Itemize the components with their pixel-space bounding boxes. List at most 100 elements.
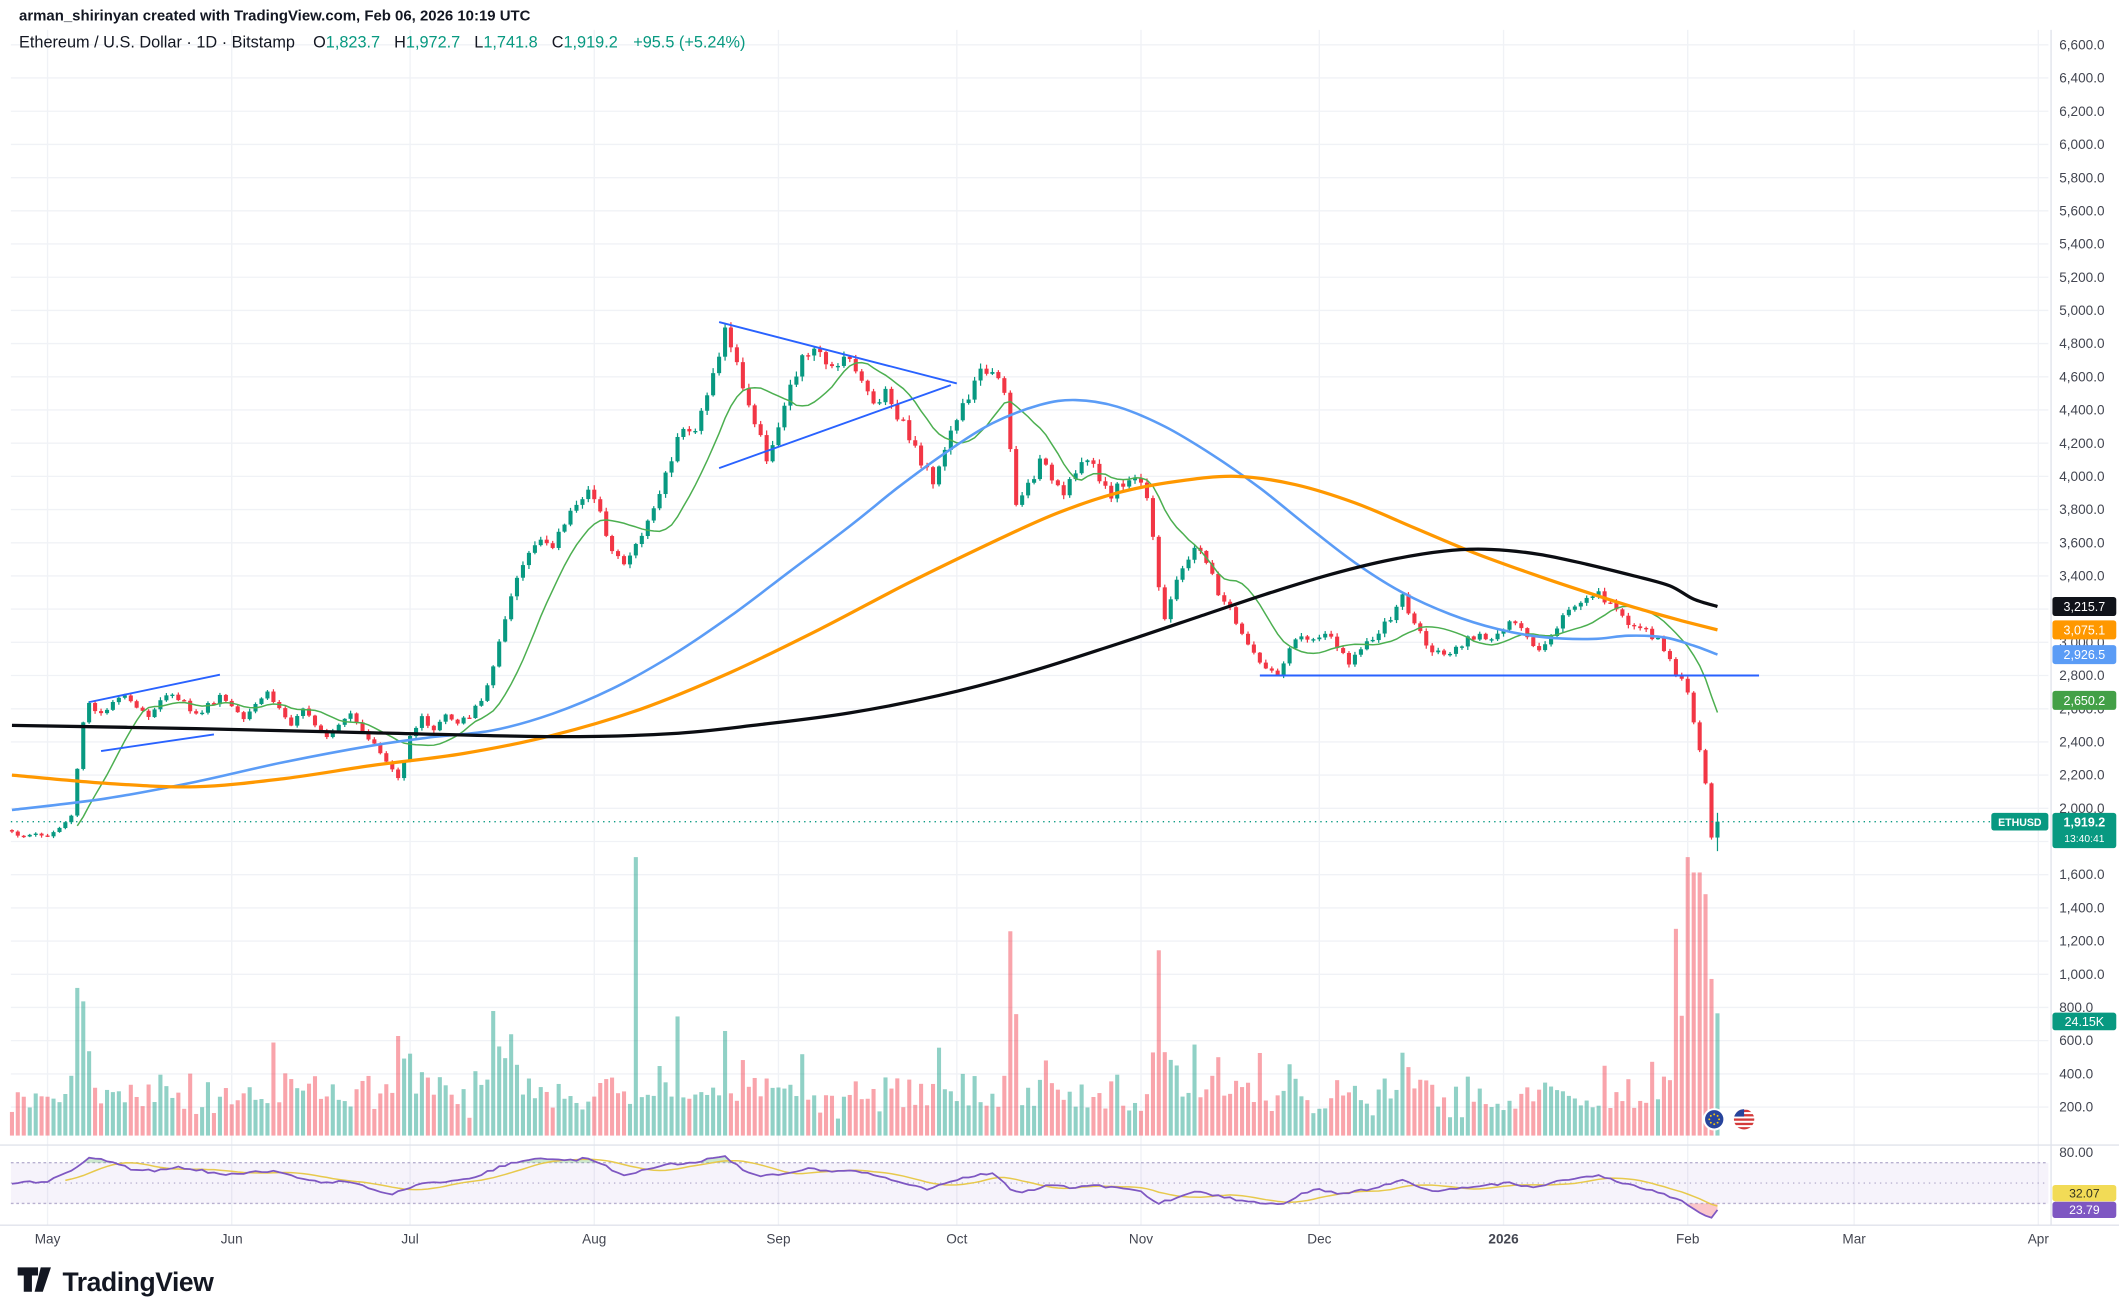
price-axis-label: 400.0 — [2059, 1067, 2093, 1082]
volume-bar — [996, 1106, 1001, 1136]
candle-body — [158, 700, 163, 710]
candle-body — [235, 706, 240, 713]
price-axis-label: 800.0 — [2059, 1000, 2093, 1015]
time-axis-label: Dec — [1307, 1232, 1331, 1247]
volume-bar — [1679, 1015, 1684, 1136]
volume-bar — [491, 1011, 496, 1136]
candle-body — [1513, 621, 1518, 624]
candle-body — [1269, 668, 1274, 671]
rsi-pane[interactable] — [10, 1155, 2049, 1219]
candlestick-series[interactable] — [9, 322, 1720, 852]
chart-legend[interactable]: Ethereum / U.S. Dollar · 1D · Bitstamp O… — [19, 34, 745, 52]
ma100-line[interactable] — [11, 474, 1718, 789]
volume-bar — [205, 1082, 210, 1136]
candle-body — [1216, 573, 1221, 596]
symbol-price-tag[interactable] — [1991, 812, 2049, 831]
event-flag-icons[interactable] — [1703, 1108, 1756, 1131]
volume-bar — [520, 1094, 525, 1136]
candle-body — [942, 449, 947, 467]
volume-bar — [1519, 1093, 1524, 1136]
volume-bar — [1073, 1106, 1078, 1136]
volume-bar — [1049, 1083, 1054, 1136]
volume-bar — [15, 1092, 20, 1136]
candle-body — [1335, 636, 1340, 649]
candle-body — [1685, 678, 1690, 693]
volume-bar — [538, 1087, 543, 1136]
candle-body — [164, 695, 169, 701]
grid-vertical-lines — [46, 29, 2039, 1226]
candle-body — [1257, 652, 1262, 663]
volume-bar — [901, 1107, 906, 1136]
candle-body — [402, 761, 407, 779]
candle-body — [1240, 623, 1245, 634]
candle-body — [265, 691, 270, 699]
rsi-ma-line — [65, 1158, 1718, 1207]
candle-body — [746, 388, 751, 406]
volume-bar — [1608, 1107, 1613, 1136]
trendline — [718, 384, 952, 469]
volume-bar — [1667, 1080, 1672, 1136]
candle-body — [134, 701, 139, 708]
volume-series[interactable] — [9, 857, 1720, 1136]
candle-body — [1275, 670, 1280, 675]
volume-bar — [1263, 1100, 1268, 1136]
volume-bar — [1067, 1091, 1072, 1136]
svg-text:ETHUSD: ETHUSD — [1998, 817, 2042, 829]
volume-bar — [526, 1078, 531, 1136]
volume-bar — [1144, 1094, 1150, 1136]
volume-bar — [134, 1096, 139, 1136]
candle-body — [1132, 478, 1138, 481]
candle-body — [1459, 646, 1465, 648]
volume-bar — [1465, 1076, 1470, 1136]
volume-bar — [562, 1098, 567, 1136]
candle-body — [396, 769, 401, 779]
trendline-drawings[interactable] — [88, 321, 1760, 752]
volume-bar — [800, 1054, 805, 1136]
candle-body — [1614, 602, 1619, 610]
volume-bar — [27, 1107, 32, 1136]
candle-body — [21, 835, 26, 838]
price-scale-badges: 3,215.7 3,075.1 2,926.5 2,650.2 1,919.2 13:40… — [1991, 596, 2117, 1219]
volume-bar — [1103, 1108, 1108, 1136]
volume-bar — [616, 1093, 621, 1136]
candle-body — [1555, 628, 1560, 636]
volume-badge — [2052, 1012, 2117, 1031]
candle-body — [1382, 621, 1387, 634]
time-axis[interactable]: May Jun Jul Aug Sep Oct Nov Dec 2026 Feb Mar Apr — [35, 1232, 2050, 1247]
rsi-oversold-fill — [1687, 1203, 1718, 1218]
ma50-line[interactable] — [11, 398, 1718, 812]
volume-bar — [408, 1053, 413, 1136]
candle-body — [51, 832, 56, 837]
candle-body — [1626, 615, 1631, 625]
candle-body — [526, 552, 531, 566]
candle-body — [835, 365, 840, 368]
volume-bar — [1661, 1076, 1666, 1136]
volume-bar — [1305, 1100, 1310, 1136]
legend-low-label: L — [474, 34, 483, 52]
candle-body — [841, 356, 846, 366]
volume-bar — [633, 857, 638, 1136]
candle-body — [431, 725, 436, 731]
volume-bar — [829, 1095, 835, 1136]
price-axis-label: 4,200.0 — [2059, 436, 2105, 451]
candle-body — [1103, 481, 1108, 486]
candle-body — [1709, 783, 1714, 838]
volume-bar — [1400, 1052, 1405, 1136]
candle-body — [408, 735, 413, 762]
ma200-line[interactable] — [11, 547, 1718, 739]
candle-body — [675, 436, 680, 462]
ma-fast-line[interactable] — [76, 361, 1719, 827]
legend-close-label: C — [552, 34, 564, 52]
price-axis-label: 2,400.0 — [2059, 735, 2105, 750]
volume-bar — [776, 1087, 781, 1136]
volume-bar — [853, 1081, 858, 1136]
candle-body — [1453, 646, 1459, 654]
candle-body — [110, 701, 115, 710]
candle-body — [485, 685, 490, 701]
tradingview-logo[interactable]: TradingView — [17, 1267, 215, 1297]
volume-bar — [318, 1098, 324, 1136]
candle-body — [1715, 821, 1720, 838]
volume-bar — [657, 1066, 662, 1136]
candle-body — [865, 380, 870, 392]
candle-body — [598, 499, 603, 512]
